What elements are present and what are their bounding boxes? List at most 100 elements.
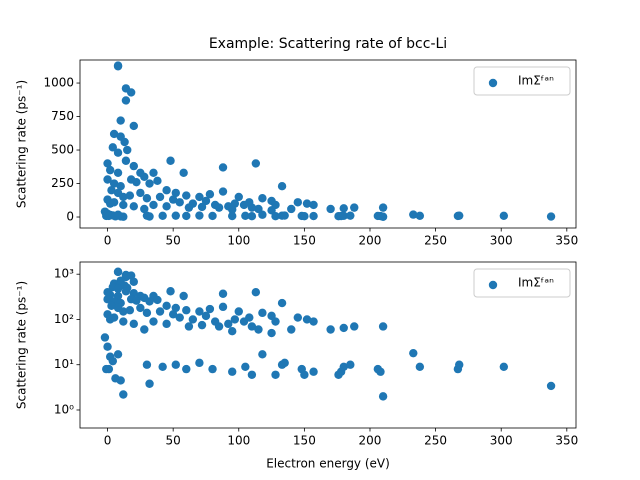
scatter-point — [455, 360, 464, 369]
scatter-point — [125, 191, 135, 200]
scatter-point — [119, 307, 128, 316]
scatter-point — [145, 179, 154, 188]
scatter-point — [103, 175, 112, 184]
scatter-point — [140, 172, 149, 182]
scatter-point — [228, 205, 237, 214]
scatter-point — [116, 182, 125, 191]
scatter-point — [378, 322, 388, 331]
scatter-point — [103, 295, 112, 304]
scatter-point — [119, 390, 128, 399]
x-tick-label: 100 — [227, 234, 250, 248]
scatter-point — [228, 367, 237, 376]
scatter-point — [179, 168, 188, 178]
x-tick-label: 150 — [293, 434, 316, 448]
y-axis-label: Scattering rate (ps⁻¹) — [15, 80, 29, 208]
scatter-point — [120, 137, 129, 147]
scatter-point — [119, 200, 128, 210]
scatter-point — [105, 165, 115, 175]
scatter-point — [271, 317, 280, 326]
scatter-point — [208, 211, 217, 221]
scatter-point — [214, 203, 224, 212]
scatter-point — [287, 204, 296, 214]
scatter-point — [158, 362, 167, 371]
scatter-point — [234, 307, 243, 316]
legend-marker — [488, 280, 498, 290]
scatter-point — [182, 191, 191, 200]
scatter-point — [205, 190, 215, 199]
scatter-point — [280, 211, 289, 220]
scatter-point — [153, 176, 162, 186]
scatter-point — [218, 163, 228, 172]
scatter-point — [201, 311, 211, 321]
scatter-point — [184, 322, 194, 331]
scatter-point — [339, 211, 348, 221]
scatter-point — [142, 360, 152, 369]
scatter-point — [247, 203, 257, 212]
scatter-point — [239, 317, 249, 326]
scatter-point — [166, 156, 175, 165]
scatter-point — [326, 204, 335, 214]
scatter-point — [132, 177, 141, 187]
scatter-point — [145, 297, 154, 306]
scatter-point — [378, 203, 388, 212]
scatter-point — [109, 198, 119, 207]
scatter-point — [218, 289, 228, 298]
scatter-point — [125, 306, 135, 315]
scatter-point — [350, 322, 359, 331]
scatter-point — [241, 211, 250, 221]
scatter-point — [116, 376, 125, 385]
x-tick-label: 50 — [166, 234, 181, 248]
scatter-point — [455, 211, 464, 220]
scatter-point — [132, 296, 141, 305]
scatter-point — [302, 315, 312, 324]
scatter-point — [103, 342, 112, 351]
scatter-point — [129, 277, 138, 286]
scatter-point — [239, 200, 249, 210]
legend-label: ImΣᶠᵃⁿ — [518, 276, 554, 290]
y-axis-label: Scattering rate (ps⁻¹) — [15, 281, 29, 409]
scatter-point — [350, 203, 359, 212]
scatter-point — [142, 211, 152, 220]
scatter-point — [100, 333, 110, 342]
x-tick-label: 250 — [424, 234, 447, 248]
scatter-point — [309, 317, 318, 326]
scatter-point — [247, 370, 257, 379]
scatter-point — [158, 211, 167, 221]
scatter-point — [113, 62, 123, 71]
scatter-point — [339, 204, 348, 213]
scatter-point — [415, 362, 425, 371]
scatter-point — [142, 308, 152, 318]
scatter-point — [293, 198, 303, 207]
scatter-point — [546, 381, 556, 391]
scatter-point — [277, 182, 287, 191]
scatter-point — [182, 364, 191, 374]
scatter-point — [258, 210, 267, 219]
scatter-point — [230, 315, 240, 324]
scatter-point — [287, 325, 296, 334]
scatter-point — [168, 195, 178, 204]
scatter-point — [121, 96, 131, 105]
scatter-point — [136, 303, 145, 313]
scatter-point — [109, 313, 119, 322]
scatter-point — [113, 168, 123, 178]
scatter-point — [149, 168, 158, 178]
scatter-point — [241, 362, 250, 371]
scatter-point — [188, 315, 198, 324]
scatter-point — [153, 295, 162, 305]
scatter-point — [228, 211, 237, 221]
scatter-point — [218, 187, 228, 196]
y-tick-label: 250 — [51, 176, 74, 190]
scatter-point — [258, 308, 267, 318]
scatter-point — [293, 313, 303, 322]
scatter-point — [171, 188, 180, 198]
x-tick-label: 200 — [359, 234, 382, 248]
scatter-point — [251, 288, 261, 297]
legend-marker — [488, 78, 498, 88]
y-tick-label: 10³ — [54, 267, 74, 281]
x-tick-label: 0 — [104, 234, 112, 248]
legend-box — [473, 66, 571, 96]
scatter-point — [309, 211, 318, 221]
scatter-point — [155, 192, 165, 202]
scatter-point — [171, 303, 180, 313]
scatter-point — [113, 267, 123, 277]
